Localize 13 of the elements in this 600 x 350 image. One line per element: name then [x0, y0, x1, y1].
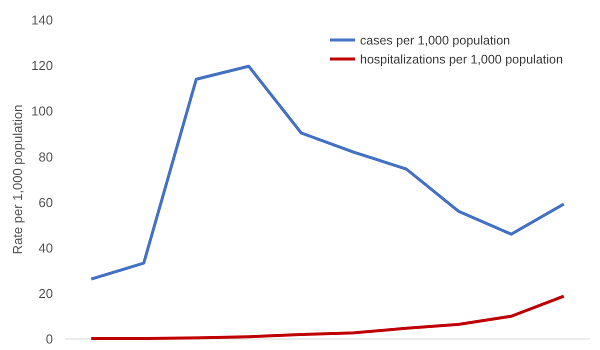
y-tick-label: 60 [38, 194, 53, 210]
line-series [90, 294, 566, 340]
y-tick-label: 100 [31, 104, 53, 119]
y-tick-label: 0 [46, 332, 53, 347]
y-tick-label: 120 [31, 58, 53, 74]
legend-label: hospitalizations per 1,000 population [360, 52, 563, 66]
y-tick-label: 40 [38, 240, 53, 256]
legend-label: cases per 1,000 population [360, 33, 510, 48]
y-tick-label: 20 [38, 286, 53, 301]
line-series [90, 64, 566, 281]
y-tick-label: 80 [38, 149, 53, 164]
y-tick-label: 140 [31, 12, 53, 28]
y-axis-title: Rate per 1,000 population [10, 104, 25, 254]
